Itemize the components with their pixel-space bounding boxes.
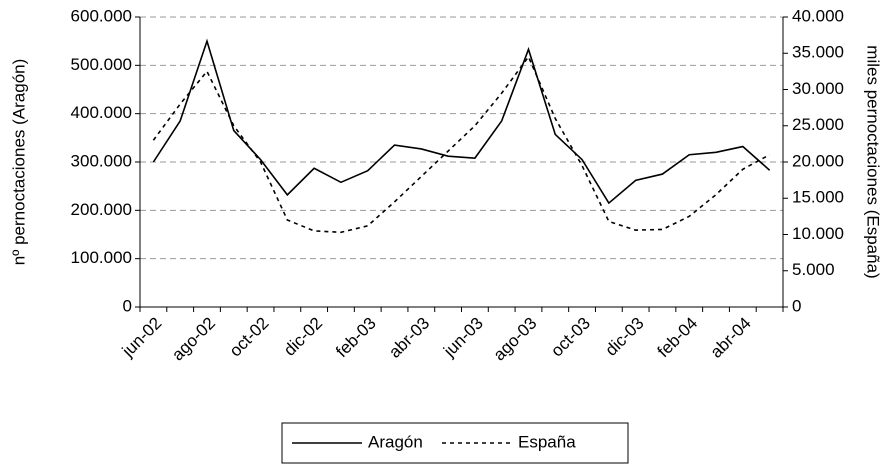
x-tick-label: dic-03: [601, 314, 647, 360]
y2-tick-label: 15.000: [792, 188, 844, 207]
y-tick-label: 400.000: [71, 103, 132, 122]
x-tick-label: ago-03: [490, 314, 541, 365]
x-tick-label: oct-03: [547, 314, 594, 361]
x-tick-label: feb-03: [332, 314, 380, 362]
x-tick-label: jun-03: [439, 314, 487, 362]
x-tick-label: ago-02: [168, 314, 219, 365]
x-tick-label: dic-02: [280, 314, 326, 360]
y-tick-label: 600.000: [71, 6, 132, 25]
x-tick-label: oct-02: [226, 314, 273, 361]
y2-tick-label: 5.000: [792, 260, 835, 279]
y-tick-label: 100.000: [71, 248, 132, 267]
y-tick-label: 0: [123, 296, 132, 315]
y2-tick-label: 10.000: [792, 224, 844, 243]
y2-tick-label: 20.000: [792, 151, 844, 170]
x-tick-label: feb-04: [654, 314, 702, 362]
series-line: [152, 55, 770, 234]
legend-label: Aragón: [368, 432, 423, 451]
y2-tick-label: 40.000: [792, 6, 844, 25]
y-tick-label: 500.000: [71, 55, 132, 74]
y2-tick-label: 0: [792, 296, 801, 315]
y2-tick-label: 35.000: [792, 43, 844, 62]
y-axis-title: nº pernoctaciones (Aragón): [9, 59, 28, 266]
y-tick-label: 300.000: [71, 151, 132, 170]
x-tick-label: jun-02: [118, 314, 166, 362]
y2-tick-label: 30.000: [792, 79, 844, 98]
y2-tick-label: 25.000: [792, 115, 844, 134]
legend-label: España: [518, 432, 576, 451]
x-tick-label: abr-04: [707, 314, 755, 362]
y-tick-label: 200.000: [71, 200, 132, 219]
x-tick-label: abr-03: [385, 314, 433, 362]
y2-axis-title: miles pernoctaciones (España): [864, 45, 883, 278]
